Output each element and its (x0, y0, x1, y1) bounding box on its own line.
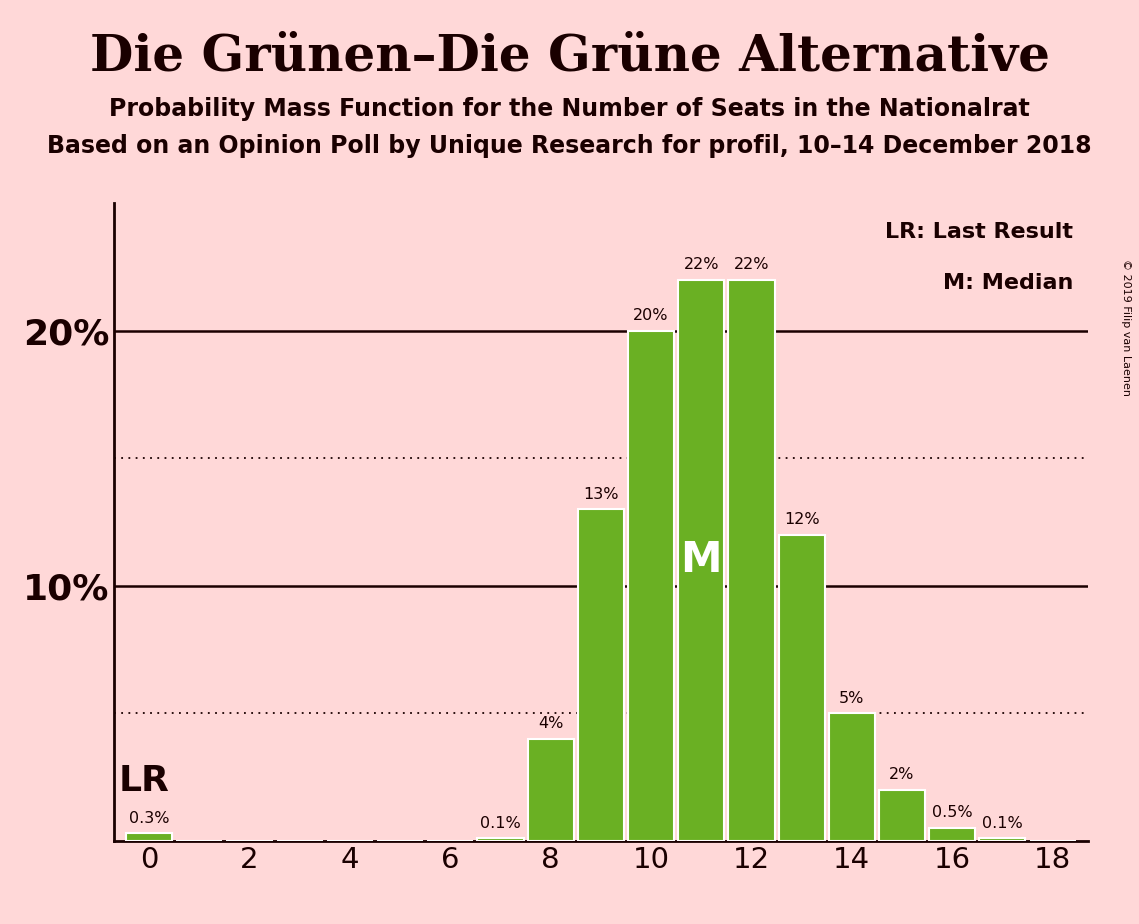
Text: LR: LR (118, 764, 170, 798)
Text: 4%: 4% (538, 716, 564, 731)
Text: 0.3%: 0.3% (129, 810, 170, 825)
Bar (628, 331, 674, 841)
Bar (126, 833, 172, 841)
Bar (678, 280, 724, 841)
Bar (980, 838, 1025, 841)
Bar (779, 535, 825, 841)
Bar (728, 280, 775, 841)
Bar (577, 509, 624, 841)
Text: 0.1%: 0.1% (982, 816, 1023, 831)
Bar (527, 739, 574, 841)
Text: 0.5%: 0.5% (932, 806, 973, 821)
Text: Probability Mass Function for the Number of Seats in the Nationalrat: Probability Mass Function for the Number… (109, 97, 1030, 121)
Text: Based on an Opinion Poll by Unique Research for profil, 10–14 December 2018: Based on an Opinion Poll by Unique Resea… (47, 134, 1092, 158)
Text: 22%: 22% (683, 257, 719, 273)
Text: 20%: 20% (633, 308, 669, 323)
Text: M: M (680, 540, 722, 581)
Text: 22%: 22% (734, 257, 769, 273)
Bar (477, 838, 524, 841)
Text: M: Median: M: Median (943, 274, 1073, 294)
Text: 2%: 2% (890, 767, 915, 783)
Text: LR: Last Result: LR: Last Result (885, 223, 1073, 242)
Text: © 2019 Filip van Laenen: © 2019 Filip van Laenen (1121, 259, 1131, 395)
Bar (929, 828, 975, 841)
Text: 13%: 13% (583, 487, 618, 502)
Text: Die Grünen–Die Grüne Alternative: Die Grünen–Die Grüne Alternative (90, 32, 1049, 81)
Bar (879, 790, 925, 841)
Text: 12%: 12% (784, 512, 819, 528)
Text: 5%: 5% (839, 690, 865, 706)
Bar (829, 713, 875, 841)
Text: 0.1%: 0.1% (480, 816, 521, 831)
